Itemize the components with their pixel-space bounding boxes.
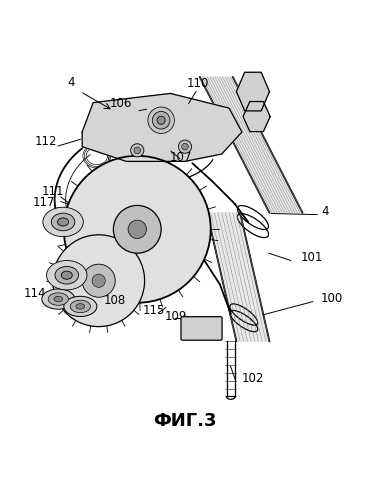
Circle shape xyxy=(92,274,105,287)
Text: ФИГ.3: ФИГ.3 xyxy=(153,412,217,430)
Text: 106: 106 xyxy=(110,97,132,110)
Circle shape xyxy=(182,143,188,150)
Text: 107: 107 xyxy=(170,151,192,164)
Text: 102: 102 xyxy=(242,372,264,385)
Text: 114: 114 xyxy=(23,286,46,299)
Polygon shape xyxy=(243,101,270,132)
Ellipse shape xyxy=(51,213,75,231)
Circle shape xyxy=(157,116,165,124)
Text: 112: 112 xyxy=(34,135,57,148)
Text: 109: 109 xyxy=(165,310,187,323)
Circle shape xyxy=(131,144,144,157)
Ellipse shape xyxy=(55,266,78,284)
Ellipse shape xyxy=(64,296,97,316)
Text: 108: 108 xyxy=(104,294,126,307)
Ellipse shape xyxy=(42,289,75,309)
Ellipse shape xyxy=(61,271,72,279)
Ellipse shape xyxy=(58,218,68,226)
Polygon shape xyxy=(200,77,303,213)
Circle shape xyxy=(53,235,145,327)
Ellipse shape xyxy=(70,300,90,313)
Polygon shape xyxy=(236,72,269,111)
Circle shape xyxy=(82,264,115,297)
Text: 100: 100 xyxy=(321,291,343,305)
Ellipse shape xyxy=(47,260,87,290)
Circle shape xyxy=(148,107,174,133)
Text: 4: 4 xyxy=(67,76,75,89)
Polygon shape xyxy=(82,93,242,161)
Circle shape xyxy=(64,156,211,303)
Ellipse shape xyxy=(43,207,83,237)
FancyBboxPatch shape xyxy=(181,317,222,340)
Ellipse shape xyxy=(48,293,68,305)
Circle shape xyxy=(128,220,147,239)
Ellipse shape xyxy=(54,296,63,302)
Polygon shape xyxy=(207,213,269,341)
Circle shape xyxy=(152,111,170,129)
Circle shape xyxy=(178,140,192,153)
Text: 115: 115 xyxy=(142,304,165,317)
Text: 111: 111 xyxy=(41,185,64,198)
Text: 4: 4 xyxy=(322,205,329,218)
Circle shape xyxy=(113,206,161,253)
Text: 101: 101 xyxy=(301,251,323,264)
Text: 110: 110 xyxy=(187,77,209,90)
Ellipse shape xyxy=(76,304,85,309)
Text: 117: 117 xyxy=(32,196,55,209)
Circle shape xyxy=(134,147,141,154)
